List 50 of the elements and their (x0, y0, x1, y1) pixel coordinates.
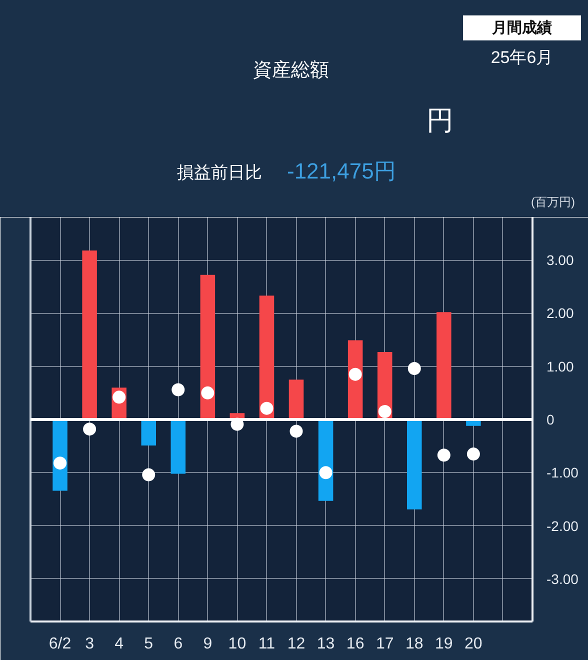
text: 月間成績 (463, 15, 581, 41)
x-tick-label: 11 (258, 636, 276, 652)
y-tick-label: -3.00 (546, 570, 579, 587)
y-tick-label: 0 (546, 412, 554, 428)
bar (170, 420, 186, 474)
text: -121,475円 (287, 158, 396, 184)
bar (436, 312, 452, 420)
y-tick-label: 1.00 (546, 358, 574, 374)
x-tick-label: 13 (316, 636, 335, 652)
bar (200, 274, 216, 420)
point (437, 448, 450, 462)
text: 円 (426, 105, 454, 137)
y-tick-label: -2.00 (546, 518, 579, 534)
y-axis-title: (百万円) (531, 195, 575, 210)
x-tick-label: 16 (346, 636, 364, 652)
bar (82, 250, 97, 420)
point (319, 466, 332, 480)
x-tick-label: 6/2 (48, 636, 72, 652)
text: 25年6月 (490, 48, 554, 68)
point (408, 362, 421, 375)
x-tick-label: 20 (464, 636, 482, 652)
point (142, 468, 156, 482)
point (348, 368, 362, 381)
bar (407, 420, 422, 510)
y-tick-label: -1.00 (546, 464, 579, 481)
x-tick-label: 3 (85, 636, 94, 652)
x-tick-label: 9 (203, 636, 212, 652)
bar (141, 420, 156, 446)
point (290, 424, 303, 438)
x-tick-label: 19 (435, 636, 453, 652)
point (83, 422, 96, 436)
y-tick-label: 2.00 (546, 305, 574, 322)
x-tick-label: 6 (174, 636, 183, 652)
y-tick-label: 3.00 (546, 252, 574, 268)
point (466, 448, 480, 461)
x-tick-label: 5 (144, 636, 154, 652)
text: 損益前日比 (177, 163, 262, 183)
x-tick-label: 10 (228, 636, 246, 652)
x-tick-label: 18 (405, 636, 424, 652)
point (201, 386, 214, 400)
bar (259, 296, 274, 420)
chart-title: 資産総額 (253, 60, 329, 82)
point (54, 456, 67, 470)
point (172, 383, 185, 396)
bar (288, 380, 304, 420)
x-tick-label: 4 (114, 636, 124, 652)
x-tick-label: 12 (287, 636, 306, 652)
point (260, 402, 274, 415)
point (378, 405, 392, 418)
x-tick-label: 17 (376, 636, 394, 652)
